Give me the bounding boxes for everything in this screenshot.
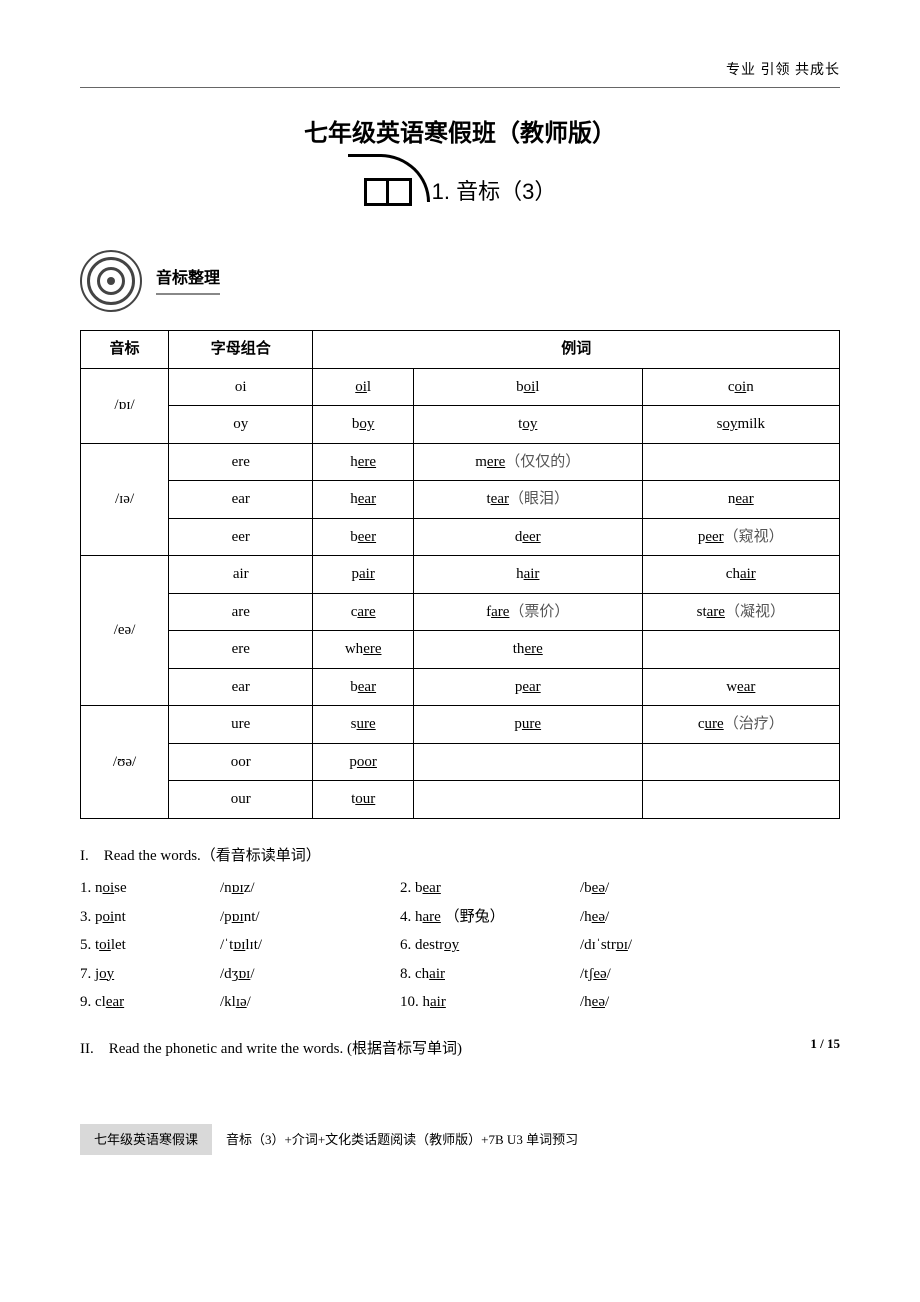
ex1-phon: /pɒɪnt/ — [220, 906, 400, 929]
phonetics-table: 音标 字母组合 例词 /ɒɪ/oioilboilcoin oyboytoysoym… — [80, 330, 840, 819]
cell-word: stare（凝视） — [642, 593, 839, 631]
cell-combo: ure — [169, 706, 313, 744]
cell-word — [642, 443, 839, 481]
cell-word: coin — [642, 368, 839, 406]
page-title: 七年级英语寒假班（教师版） — [80, 116, 840, 152]
cell-combo: eer — [169, 518, 313, 556]
ex1-phon: /dɪˈstrɒɪ/ — [580, 934, 710, 957]
header-tagline: 专业 引领 共成长 — [80, 60, 840, 81]
ex1-word: 4. hare （野兔） — [400, 906, 580, 929]
footer-text: 音标（3）+介词+文化类话题阅读（教师版）+7B U3 单词预习 — [212, 1124, 592, 1156]
subsection-label: 音标整理 — [156, 270, 220, 287]
ex1-phon: /klɪə/ — [220, 991, 400, 1014]
cell-combo: oy — [169, 406, 313, 444]
top-rule — [80, 87, 840, 88]
ex1-word: 3. point — [80, 906, 220, 929]
exercise1-title: I. Read the words.（看音标读单词） — [80, 845, 840, 868]
cell-word: mere（仅仅的） — [413, 443, 642, 481]
footer-tab: 七年级英语寒假课 — [80, 1124, 212, 1156]
ex1-word: 2. bear — [400, 877, 580, 900]
cell-word — [642, 781, 839, 819]
exercise1-grid: 1. noise/nɒɪz/2. bear/beə/3. point/pɒɪnt… — [80, 877, 840, 1014]
cell-combo: air — [169, 556, 313, 594]
cell-word: soymilk — [642, 406, 839, 444]
target-icon — [80, 250, 142, 312]
section-label: 1. 音标（3） — [432, 175, 557, 208]
cell-word: pair — [313, 556, 414, 594]
cell-word: wear — [642, 668, 839, 706]
cell-word: sure — [313, 706, 414, 744]
cell-word: pure — [413, 706, 642, 744]
book-icon — [364, 172, 420, 210]
cell-symbol: /eə/ — [81, 556, 169, 706]
cell-word — [413, 781, 642, 819]
ex1-phon: /dʒɒɪ/ — [220, 963, 400, 986]
ex1-word: 6. destroy — [400, 934, 580, 957]
cell-word — [642, 631, 839, 669]
cell-combo: ear — [169, 668, 313, 706]
ex1-phon: /ˈtɒɪlɪt/ — [220, 934, 400, 957]
cell-word: here — [313, 443, 414, 481]
cell-word — [642, 743, 839, 781]
ex1-word: 10. hair — [400, 991, 580, 1014]
ex1-word: 1. noise — [80, 877, 220, 900]
cell-word: hair — [413, 556, 642, 594]
subsection-header: 音标整理 — [80, 250, 840, 312]
cell-word: tour — [313, 781, 414, 819]
th-combo: 字母组合 — [169, 331, 313, 369]
th-symbol: 音标 — [81, 331, 169, 369]
cell-word: boy — [313, 406, 414, 444]
ex1-word: 9. clear — [80, 991, 220, 1014]
cell-word — [413, 743, 642, 781]
cell-word: care — [313, 593, 414, 631]
cell-word: bear — [313, 668, 414, 706]
cell-combo: ere — [169, 631, 313, 669]
ex1-word: 5. toilet — [80, 934, 220, 957]
cell-combo: our — [169, 781, 313, 819]
cell-word: there — [413, 631, 642, 669]
cell-word: fare（票价） — [413, 593, 642, 631]
ex1-phon: /heə/ — [580, 991, 710, 1014]
cell-word: beer — [313, 518, 414, 556]
ex1-phon: /nɒɪz/ — [220, 877, 400, 900]
section-banner: 1. 音标（3） — [80, 172, 840, 210]
th-examples: 例词 — [313, 331, 840, 369]
cell-word: boil — [413, 368, 642, 406]
cell-combo: oor — [169, 743, 313, 781]
cell-word: deer — [413, 518, 642, 556]
cell-word: oil — [313, 368, 414, 406]
cell-combo: ear — [169, 481, 313, 519]
cell-word: where — [313, 631, 414, 669]
ex1-phon: /heə/ — [580, 906, 710, 929]
ex1-word: 8. chair — [400, 963, 580, 986]
cell-combo: ere — [169, 443, 313, 481]
cell-word: poor — [313, 743, 414, 781]
ex1-phon: /beə/ — [580, 877, 710, 900]
cell-word: cure（治疗） — [642, 706, 839, 744]
cell-combo: are — [169, 593, 313, 631]
cell-word: chair — [642, 556, 839, 594]
footer-bar: 七年级英语寒假课 音标（3）+介词+文化类话题阅读（教师版）+7B U3 单词预… — [80, 1124, 840, 1156]
ex1-word: 7. joy — [80, 963, 220, 986]
cell-word: hear — [313, 481, 414, 519]
cell-word: pear — [413, 668, 642, 706]
cell-word: peer（窥视） — [642, 518, 839, 556]
cell-symbol: /ʊə/ — [81, 706, 169, 819]
cell-symbol: /ɪə/ — [81, 443, 169, 556]
cell-combo: oi — [169, 368, 313, 406]
cell-word: near — [642, 481, 839, 519]
cell-word: tear（眼泪） — [413, 481, 642, 519]
cell-symbol: /ɒɪ/ — [81, 368, 169, 443]
ex1-phon: /tʃeə/ — [580, 963, 710, 986]
cell-word: toy — [413, 406, 642, 444]
